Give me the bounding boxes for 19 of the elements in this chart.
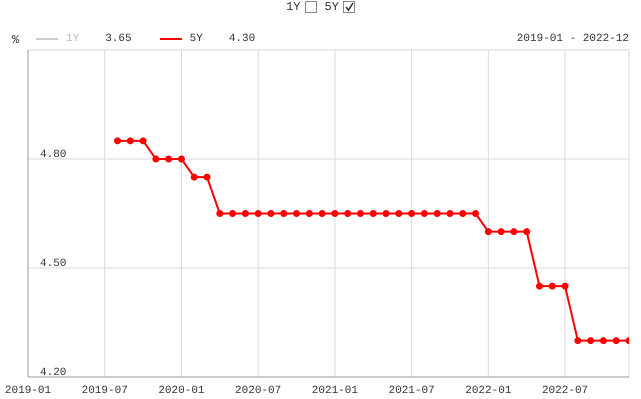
x-tick-label: 2019-01 [4,384,52,397]
legend-label: 5Y [190,33,203,45]
text: 1Y [286,0,300,14]
y-tick-label: 4.50 [40,258,66,270]
x-tick-label: 2020-07 [235,384,282,397]
x-tick-label: 2020-01 [158,384,205,397]
x-tick-label: 2022-01 [465,384,512,397]
text: 4.30 [228,33,256,45]
y-axis-title: % [12,33,20,47]
x-tick-label: 2019-07 [82,384,128,397]
legend-label: 1Y [66,33,80,45]
x-tick-label: 2021-01 [312,384,358,397]
text: 2019-01 - 2022-12 [516,33,629,45]
x-tick-label: 2022-07 [542,384,588,397]
text: 5Y [324,0,339,14]
y-tick-label: 4.80 [40,148,66,161]
text: 3.65 [105,33,132,45]
y-tick-label: 4.20 [40,366,66,379]
x-tick-label: 2021-07 [388,384,435,397]
